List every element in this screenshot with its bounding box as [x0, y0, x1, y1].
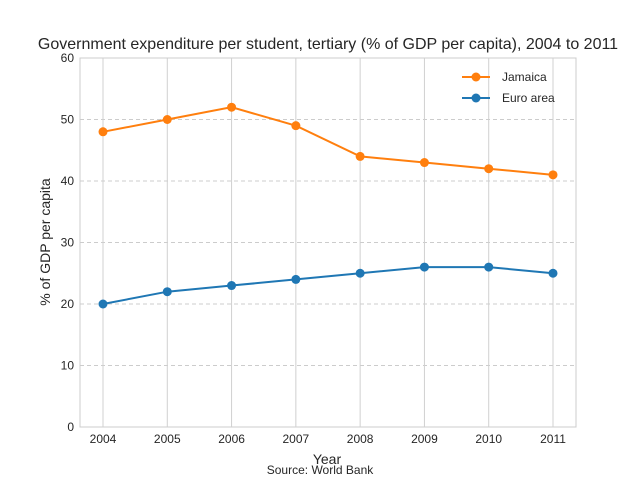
data-point	[355, 151, 365, 161]
series-line	[102, 266, 554, 305]
legend-item: Jamaica	[462, 70, 547, 84]
data-point	[291, 274, 301, 284]
y-tick-label: 10	[61, 359, 75, 373]
data-point	[98, 299, 108, 309]
x-tick-label: 2007	[283, 432, 310, 446]
data-point	[419, 158, 429, 168]
x-axis-ticks: 2004 2005 2006 2007 2008 2009 2010 2011	[90, 432, 567, 446]
source-note: Source: World Bank	[267, 463, 374, 477]
y-tick-label: 50	[61, 113, 75, 127]
data-point	[419, 262, 429, 272]
data-point	[484, 164, 494, 174]
x-tick-label: 2009	[411, 432, 438, 446]
data-point	[227, 102, 237, 112]
grid-lines	[80, 58, 576, 427]
series-euro-area	[98, 262, 558, 309]
legend-marker	[471, 72, 481, 82]
data-point	[291, 121, 301, 131]
legend-label: Jamaica	[502, 70, 547, 84]
y-tick-label: 60	[61, 51, 75, 65]
legend-label: Euro area	[502, 91, 555, 105]
x-tick-label: 2005	[154, 432, 181, 446]
data-point	[355, 268, 365, 278]
y-tick-label: 0	[67, 420, 74, 434]
chart-title: Government expenditure per student, tert…	[38, 36, 618, 53]
x-tick-label: 2008	[347, 432, 374, 446]
x-axis-label: Year	[313, 451, 342, 467]
series-jamaica	[98, 102, 558, 180]
data-point	[548, 170, 558, 180]
legend-marker	[471, 93, 481, 103]
data-point	[548, 268, 558, 278]
y-tick-label: 20	[61, 297, 75, 311]
data-point	[484, 262, 494, 272]
y-axis-label: % of GDP per capita	[37, 178, 53, 306]
legend: Jamaica Euro area	[462, 70, 555, 105]
series-line	[102, 106, 554, 176]
y-tick-label: 40	[61, 174, 75, 188]
legend-item: Euro area	[462, 91, 555, 105]
x-tick-label: 2006	[218, 432, 245, 446]
x-tick-label: 2011	[540, 432, 566, 446]
x-tick-label: 2004	[90, 432, 117, 446]
data-point	[98, 127, 108, 137]
x-tick-label: 2010	[475, 432, 502, 446]
y-tick-label: 30	[61, 236, 75, 250]
data-point	[162, 287, 172, 297]
data-point	[227, 281, 237, 291]
data-point	[162, 115, 172, 124]
y-axis-ticks: 0 10 20 30 40 50 60	[61, 51, 75, 434]
series-lines	[98, 102, 558, 309]
